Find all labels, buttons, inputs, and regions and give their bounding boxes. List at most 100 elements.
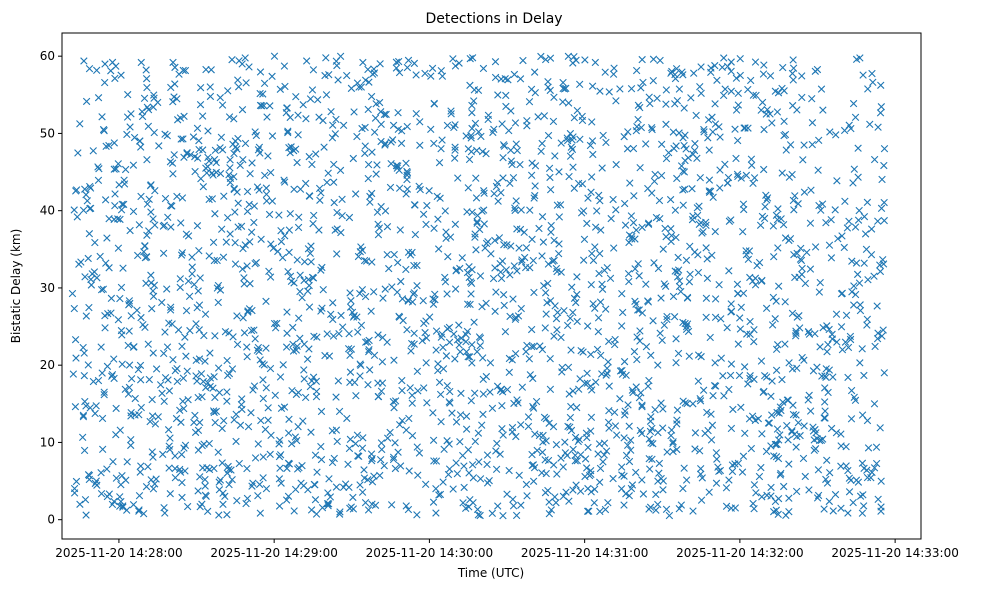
data-point [696, 83, 704, 91]
data-point [624, 401, 632, 409]
data-point [464, 145, 473, 153]
data-point [821, 384, 829, 392]
data-point [801, 472, 809, 481]
data-point [850, 301, 858, 309]
y-tick-label: 30 [40, 281, 55, 295]
data-point [323, 499, 332, 508]
data-point [487, 250, 495, 258]
data-point [672, 65, 681, 73]
data-point [572, 298, 580, 307]
data-point [310, 332, 318, 340]
data-point [433, 192, 441, 201]
data-point [604, 418, 613, 426]
data-point [675, 85, 684, 93]
data-point [276, 85, 285, 93]
data-point [296, 334, 304, 343]
data-point [111, 74, 119, 83]
data-point [758, 430, 766, 438]
data-point [262, 197, 271, 205]
data-point [264, 416, 272, 424]
data-point [673, 420, 681, 428]
data-point [285, 143, 293, 152]
data-point [323, 178, 331, 187]
data-point [804, 328, 813, 336]
data-point [699, 386, 708, 394]
data-point [817, 85, 826, 93]
data-point [348, 308, 357, 317]
data-point [124, 390, 133, 398]
data-point [467, 396, 475, 405]
data-point [243, 494, 252, 503]
data-point [452, 266, 461, 274]
data-point [644, 220, 653, 229]
data-point [267, 168, 275, 177]
data-point [797, 256, 806, 265]
data-point [364, 105, 372, 114]
data-point [659, 245, 667, 253]
data-point [377, 387, 386, 395]
data-point [430, 457, 438, 465]
data-point [329, 121, 337, 129]
data-point [790, 250, 798, 259]
data-point [510, 262, 519, 270]
data-point [468, 359, 476, 367]
data-point [654, 361, 662, 369]
data-point [498, 424, 506, 433]
data-point [823, 479, 832, 487]
data-point [842, 311, 851, 319]
data-point [825, 325, 833, 334]
data-point [569, 59, 577, 67]
data-point [166, 306, 175, 314]
data-point [847, 386, 856, 395]
data-point [284, 127, 292, 135]
data-point [702, 218, 710, 226]
data-point [632, 468, 640, 477]
data-point [452, 418, 461, 426]
data-point [786, 235, 795, 243]
data-point [450, 123, 458, 132]
data-point [774, 89, 783, 97]
data-point [198, 500, 206, 508]
data-point [421, 328, 429, 337]
data-point [867, 225, 876, 233]
data-point [667, 225, 675, 233]
data-point [322, 91, 331, 99]
data-point [507, 146, 515, 154]
data-point [582, 464, 591, 472]
data-point [673, 273, 682, 281]
data-point [434, 245, 443, 253]
data-point [682, 145, 690, 153]
data-point [438, 136, 446, 144]
data-point [412, 110, 420, 118]
data-point [579, 207, 588, 215]
data-point [544, 456, 553, 465]
data-point [493, 179, 502, 187]
data-point [792, 487, 801, 496]
data-point [177, 135, 185, 143]
data-point [497, 274, 506, 283]
data-point [609, 474, 617, 483]
data-point [744, 85, 752, 94]
data-point [773, 341, 782, 349]
data-point [525, 355, 534, 363]
data-point [300, 258, 309, 266]
data-point [338, 212, 346, 220]
data-point [111, 190, 119, 198]
data-point [573, 317, 581, 326]
data-point [358, 285, 367, 294]
data-point [505, 466, 513, 475]
data-point [647, 124, 656, 132]
data-point [877, 507, 885, 515]
data-point [665, 511, 674, 520]
data-point [72, 477, 81, 486]
data-point [94, 94, 103, 102]
data-point [808, 140, 816, 149]
data-point [746, 317, 754, 326]
data-point [662, 86, 671, 94]
data-point [739, 227, 747, 236]
data-point [638, 403, 646, 411]
data-point [750, 481, 759, 489]
data-point [299, 101, 307, 109]
data-point [840, 243, 848, 252]
data-point [707, 436, 716, 444]
